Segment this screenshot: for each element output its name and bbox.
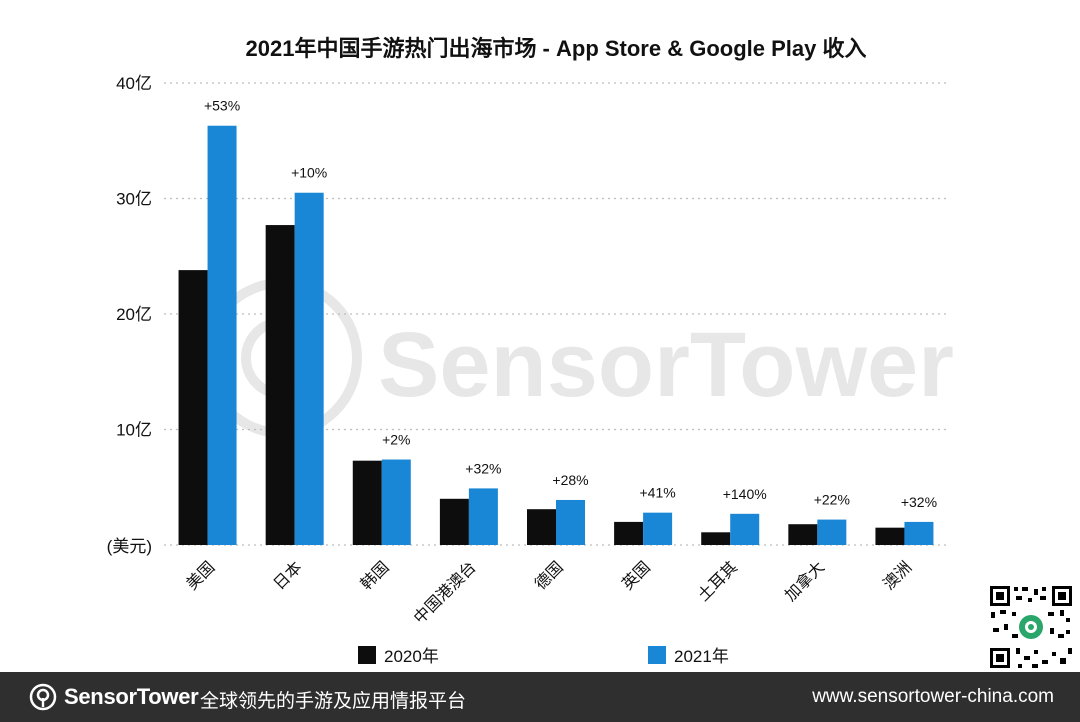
bar-2021 [294, 192, 324, 545]
category-label: 加拿大 [781, 557, 828, 604]
bar-2021 [643, 512, 673, 545]
legend-swatch-2021 [648, 646, 666, 664]
bars [178, 125, 934, 546]
bar-2020 [265, 225, 295, 545]
bar-2021 [817, 519, 847, 545]
category-label: 美国 [183, 558, 218, 593]
category-label: 土耳其 [694, 558, 741, 605]
growth-label: +53% [204, 98, 240, 114]
category-labels: 美国 日本 韩国 中国港澳台 德国 英国 土耳其 加拿大 澳洲 [183, 557, 915, 627]
category-label: 日本 [270, 558, 305, 593]
growth-label: +32% [901, 494, 937, 510]
watermark-text: SensorTower [378, 314, 954, 416]
bar-2020 [352, 460, 382, 545]
bar-2020 [788, 524, 818, 545]
bar-2020 [701, 532, 731, 545]
growth-label: +140% [723, 486, 767, 502]
legend-label: 2021年 [674, 647, 729, 666]
category-label: 澳洲 [880, 558, 915, 593]
bar-2021 [207, 125, 237, 546]
bar-2021 [381, 459, 411, 545]
bar-2021 [904, 521, 934, 545]
category-label: 英国 [619, 558, 654, 593]
category-label: 韩国 [357, 558, 392, 593]
bar-2020 [527, 509, 556, 545]
chart-title: 2021年中国手游热门出海市场 - App Store & Google Pla… [246, 36, 867, 61]
bar-2020 [439, 498, 469, 545]
legend: 2020年 2021年 [358, 646, 729, 666]
y-axis: 10亿 20亿 30亿 40亿 [116, 74, 152, 440]
legend-label: 2020年 [384, 647, 439, 666]
y-tick-label: 10亿 [116, 421, 152, 440]
y-tick-label: 30亿 [116, 190, 152, 209]
growth-label: +28% [552, 472, 588, 488]
bar-2020 [614, 521, 644, 545]
footer-website-link[interactable]: www.sensortower-china.com [812, 686, 1054, 707]
bar-2021 [730, 513, 760, 545]
footer-tagline: 全球领先的手游及应用情报平台 [200, 691, 467, 712]
y-tick-label: 20亿 [116, 305, 152, 324]
y-tick-label: 40亿 [116, 74, 152, 93]
footer-brand: SensorTower [64, 684, 199, 709]
growth-label: +22% [814, 492, 850, 508]
category-label: 中国港澳台 [410, 558, 479, 627]
bar-2021 [468, 488, 498, 545]
legend-swatch-2020 [358, 646, 376, 664]
bar-2021 [556, 499, 585, 545]
growth-label: +32% [465, 460, 501, 476]
growth-label: +10% [291, 165, 327, 181]
sensortower-logo-icon [29, 683, 57, 711]
footer: SensorTower 全球领先的手游及应用情报平台 www.sensortow… [0, 672, 1080, 722]
growth-label: +2% [382, 432, 410, 448]
bar-2020 [178, 270, 208, 545]
unit-label: (美元) [107, 537, 152, 556]
qr-code-icon [988, 584, 1074, 670]
growth-label: +41% [640, 485, 676, 501]
bar-2020 [875, 527, 905, 545]
growth-labels: +53% +10% +2% +32% +28% +41% +140% +22% +32% [204, 98, 937, 510]
category-label: 德国 [531, 558, 566, 593]
